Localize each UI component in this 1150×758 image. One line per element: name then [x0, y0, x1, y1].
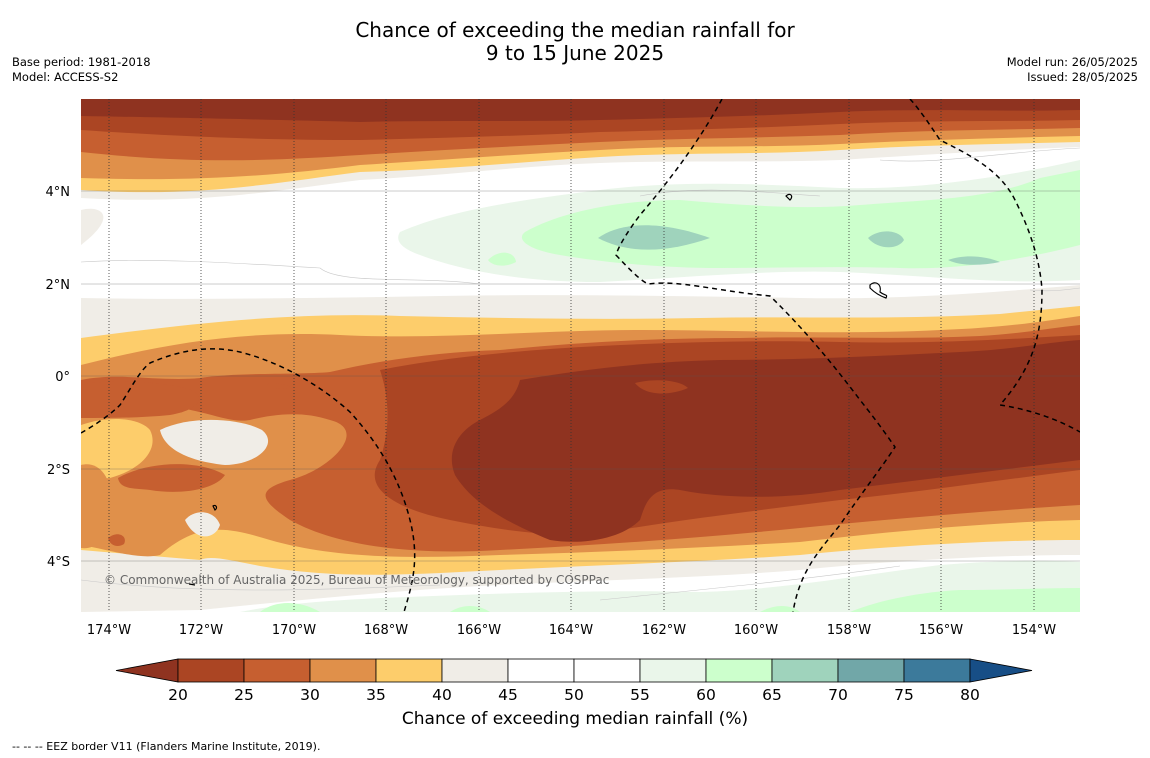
lon-label: 174°W: [87, 623, 131, 638]
lon-label: 172°W: [179, 623, 223, 638]
lon-label: 166°W: [457, 623, 501, 638]
lon-label: 154°W: [1012, 623, 1056, 638]
lon-label: 162°W: [642, 623, 686, 638]
lon-label: 168°W: [364, 623, 408, 638]
colorbar-segment: [309, 658, 377, 683]
lon-label: 170°W: [272, 623, 316, 638]
latitude-labels: 4°N 2°N 0° 2°S 4°S: [46, 185, 71, 570]
rainfall-field: © Commonwealth of Australia 2025, Bureau…: [81, 99, 1080, 612]
issued-text: Issued: 28/05/2025: [1027, 70, 1138, 84]
lat-label: 2°S: [47, 463, 70, 478]
lat-label: 0°: [55, 370, 70, 385]
colorbar-tick-label: 25: [234, 686, 254, 704]
colorbar-segment: [903, 658, 971, 683]
colorbar-tick-label: 80: [960, 686, 980, 704]
parallel-gridlines: [81, 190, 1080, 562]
lat-label: 4°N: [46, 185, 71, 200]
colorbar-tick-label: 20: [168, 686, 188, 704]
model-run-text: Model run: 26/05/2025: [1006, 55, 1138, 69]
colorbar-tick-label: 40: [432, 686, 452, 704]
colorbar-tick-label: 30: [300, 686, 320, 704]
colorbar-tick-label: 70: [828, 686, 848, 704]
colorbar-segment: [441, 658, 509, 683]
colorbar: [115, 658, 1033, 683]
lon-label: 158°W: [827, 623, 871, 638]
colorbar-tick-labels: 20 25 30 35 40 45 50 55 60 65 70 75 80: [168, 686, 980, 704]
lon-label: 160°W: [734, 623, 778, 638]
map-title-line2: 9 to 15 June 2025: [485, 41, 665, 65]
colorbar-segment: [837, 658, 905, 683]
colorbar-tick-label: 60: [696, 686, 716, 704]
colorbar-segment: [705, 658, 773, 683]
eez-legend-text: -- -- -- EEZ border V11 (Flanders Marine…: [12, 740, 321, 753]
colorbar-tick-label: 55: [630, 686, 650, 704]
metadata-right: Model run: 26/05/2025 Issued: 28/05/2025: [1007, 55, 1138, 85]
lon-label: 156°W: [919, 623, 963, 638]
colorbar-title: Chance of exceeding median rainfall (%): [401, 709, 749, 729]
colorbar-tick-label: 75: [894, 686, 914, 704]
colorbar-tick-label: 65: [762, 686, 782, 704]
map-title-line1: Chance of exceeding the median rainfall …: [355, 18, 795, 42]
colorbar-tick-label: 45: [498, 686, 518, 704]
colorbar-tick-label: 35: [366, 686, 386, 704]
colorbar-segment: [177, 658, 245, 683]
lat-label: 2°N: [46, 278, 71, 293]
colorbar-segment: [243, 658, 311, 683]
colorbar-segment: [507, 658, 575, 683]
copyright-text: © Commonwealth of Australia 2025, Bureau…: [104, 573, 609, 587]
colorbar-segment: [771, 658, 839, 683]
colorbar-high-extend: [969, 658, 1033, 683]
base-period-text: Base period: 1981-2018: [12, 55, 151, 69]
metadata-left: Base period: 1981-2018 Model: ACCESS-S2: [12, 55, 151, 85]
lat-label: 4°S: [47, 555, 70, 570]
colorbar-low-extend: [115, 658, 179, 683]
colorbar-tick-label: 50: [564, 686, 584, 704]
longitude-labels: 174°W 172°W 170°W 168°W 166°W 164°W 162°…: [87, 623, 1056, 638]
colorbar-segment: [573, 658, 641, 683]
colorbar-segment: [375, 658, 443, 683]
eez-border-lines: [81, 99, 1080, 612]
colorbar-segment: [639, 658, 707, 683]
lon-label: 164°W: [549, 623, 593, 638]
model-text: Model: ACCESS-S2: [12, 70, 119, 84]
